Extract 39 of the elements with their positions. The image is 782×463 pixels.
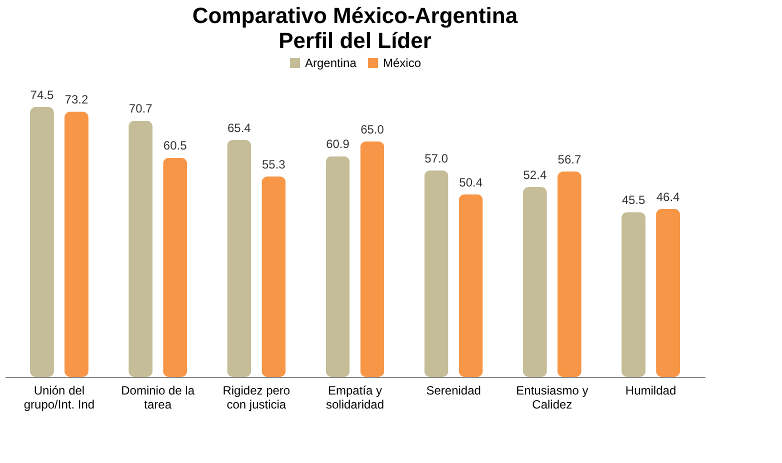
legend-label: Argentina [305,56,357,70]
bar [163,158,188,377]
x-tick-label: Dominio de la tarea [121,384,195,412]
x-tick-label: Rigidez pero con justicia [222,384,290,412]
data-label: 74.5 [30,88,54,102]
bar [557,171,582,377]
bar [622,212,646,377]
bar [227,140,252,377]
x-tick-label: Unión del grupo/Int. Ind [24,384,95,412]
data-label: 57.0 [424,151,448,166]
bar [64,112,88,377]
x-tick-label: Entusiasmo y Calidez [516,384,588,412]
bar [424,170,448,377]
bar [360,141,384,377]
data-label: 55.3 [262,158,286,172]
data-label: 65.4 [227,120,252,135]
x-tick-label: Humildad [625,384,676,398]
bar [262,176,286,377]
data-label: 45.5 [622,193,646,208]
x-tick-label: Empatía y solidaridad [326,384,384,412]
data-label: 60.5 [163,138,188,153]
data-label: 65.0 [360,122,384,136]
bar [326,156,350,377]
data-label: 60.9 [326,137,350,152]
bar [458,194,483,377]
bar [30,106,54,377]
data-label: 73.2 [64,92,88,107]
data-label: 46.4 [656,190,680,204]
bar [656,208,680,377]
bar [128,120,153,377]
data-label: 52.4 [523,168,547,182]
x-tick-label: Serenidad [426,384,481,398]
data-label: 70.7 [128,102,153,116]
chart-title: Comparativo México-Argentina [192,3,518,28]
bar [522,187,547,377]
legend-label: México [383,56,422,70]
data-label: 50.4 [459,175,483,190]
data-label: 56.7 [558,152,582,166]
chart-subtitle: Perfil del Líder [278,28,432,53]
